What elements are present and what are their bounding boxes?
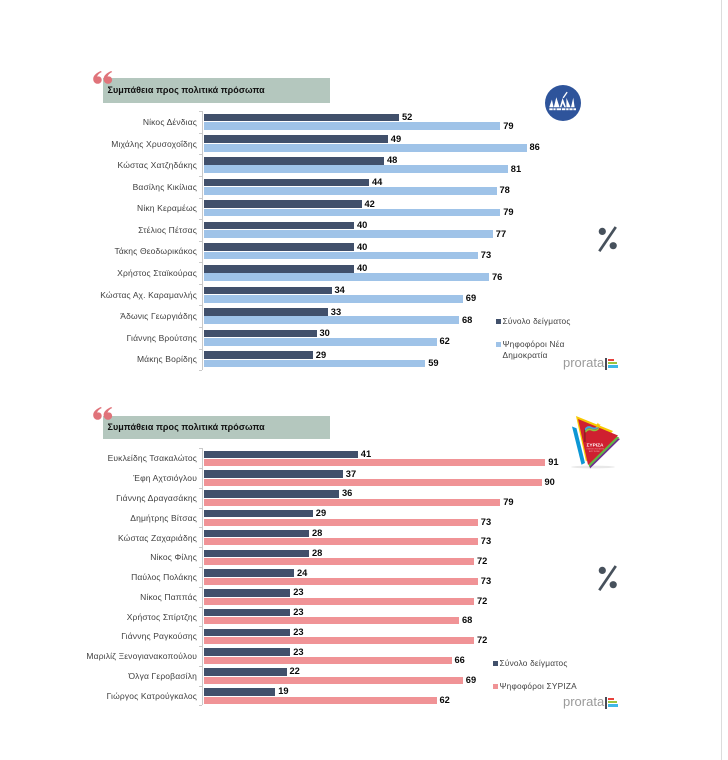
svg-text:ΣΥΝΑΣΠΙΣΜΟΣ ΡΙΖΟΣΠΑΣΤΙΚΗΣ: ΣΥΝΑΣΠΙΣΜΟΣ ΡΙΖΟΣΠΑΣΤΙΚΗΣ (587, 448, 605, 451)
svg-text:ΑΡΙΣΤΕΡΑΣ: ΑΡΙΣΤΕΡΑΣ (589, 450, 601, 453)
svg-text:ΣΥΡΙΖΑ: ΣΥΡΙΖΑ (587, 442, 605, 448)
